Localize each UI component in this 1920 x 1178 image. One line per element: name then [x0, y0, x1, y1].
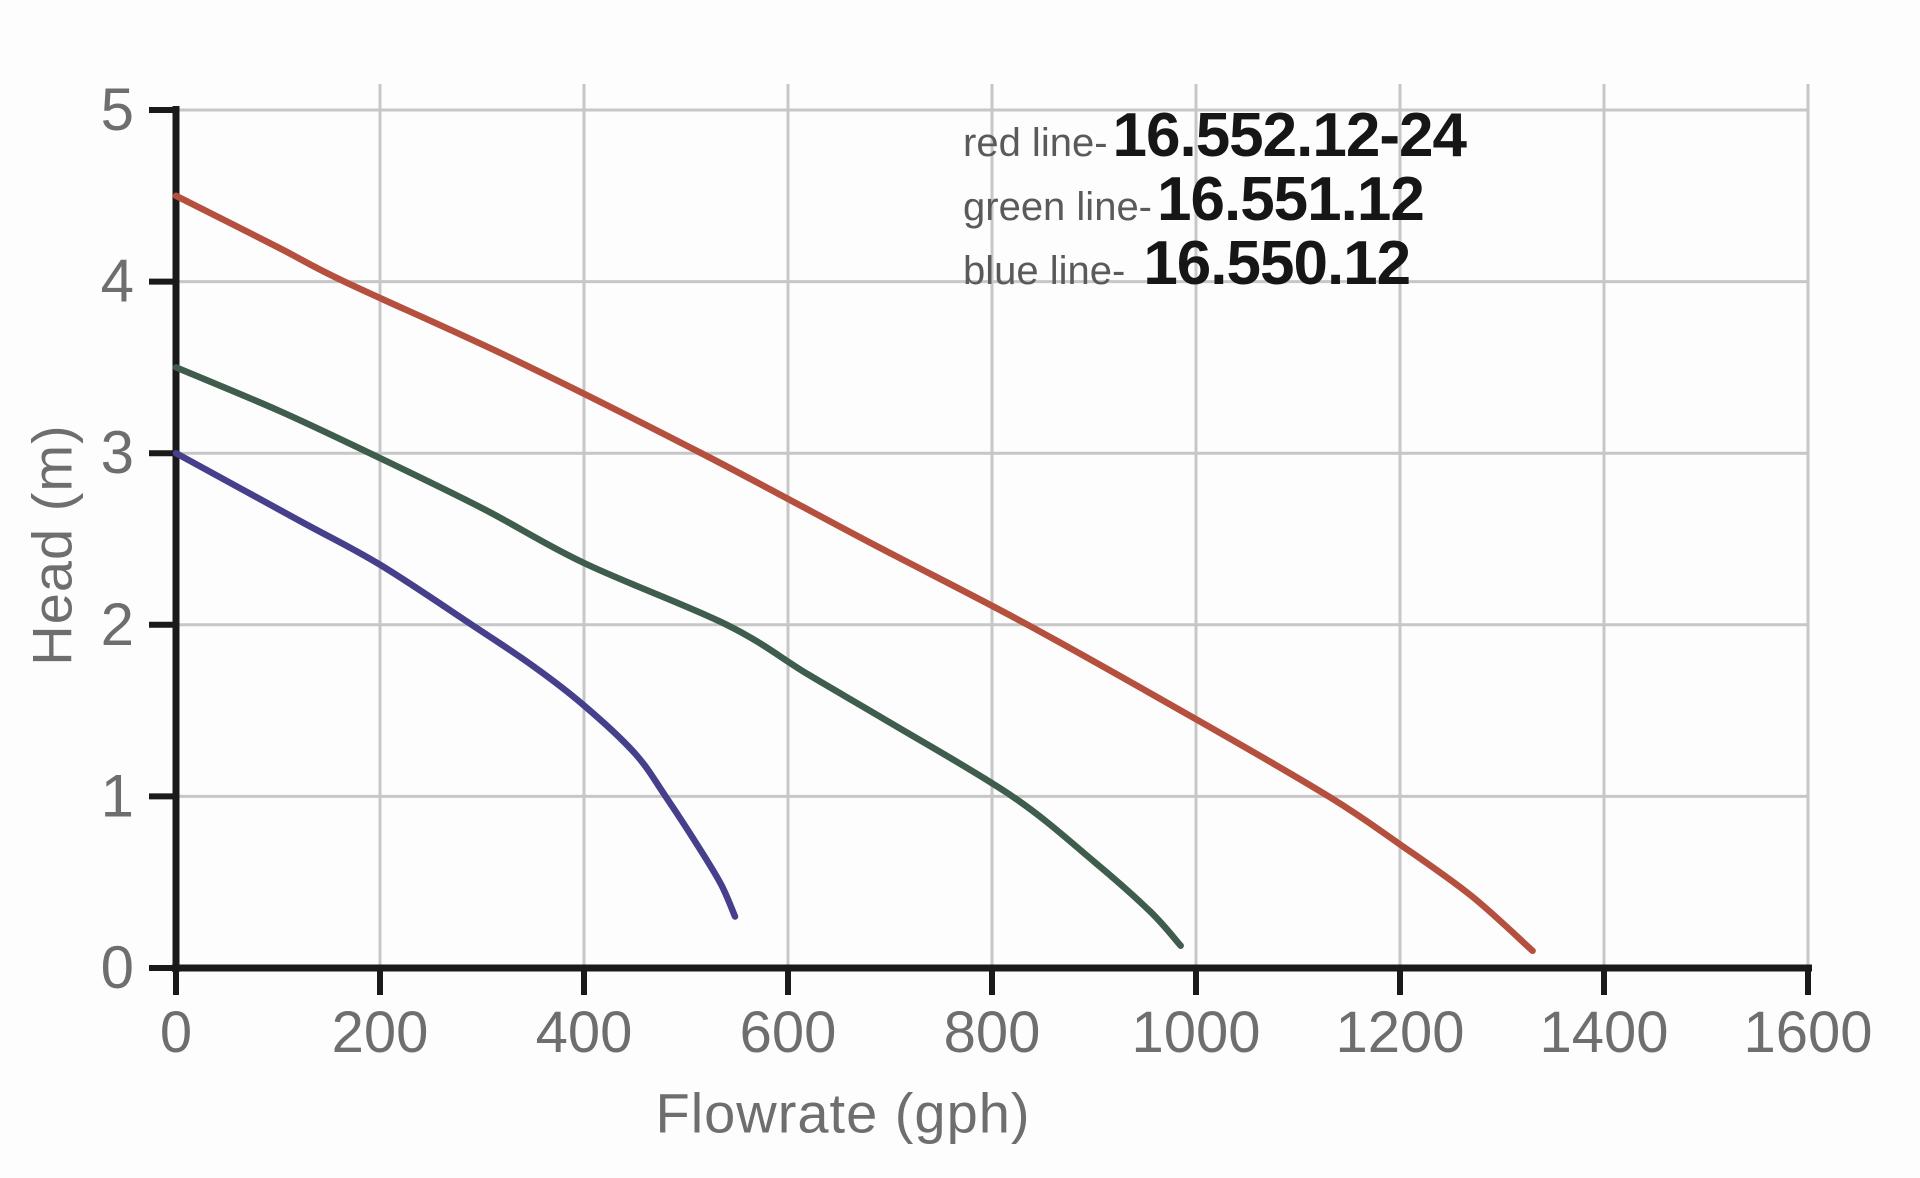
x-tick-label: 1400 [1539, 1000, 1668, 1065]
legend-row-green: green line-16.551.12 [963, 168, 1466, 232]
legend-label-green: green line- [963, 185, 1153, 229]
x-tick-label: 1000 [1131, 1000, 1260, 1065]
curve-greenline [172, 364, 1184, 949]
y-tick-label: 1 [101, 762, 134, 829]
gridlines [176, 84, 1810, 968]
curve-redline [172, 192, 1536, 955]
y-tick-label: 4 [101, 248, 134, 315]
y-tick-label: 0 [101, 934, 134, 1001]
tick-marks [149, 107, 1811, 995]
y-tick-label: 2 [101, 591, 134, 658]
x-tick-label: 600 [740, 1000, 837, 1065]
legend-row-red: red line-16.552.12-24 [963, 101, 1467, 170]
x-tick-label: 1600 [1743, 1000, 1872, 1065]
legend-value-red: 16.552.12-24 [1112, 101, 1467, 170]
tick-labels: 0 200 400 600 800 1000 1200 1400 1600 0 1 2 3 4 5 [101, 76, 1873, 1065]
axes [172, 106, 1812, 972]
legend-row-blue: blue line- 16.550.12 [963, 232, 1466, 296]
pump-curves [172, 192, 1536, 955]
curve-blueline [172, 449, 739, 920]
legend-label-blue: blue line- [963, 249, 1126, 293]
legend: red line-16.552.12-24 green line-16.551.… [963, 101, 1467, 296]
x-tick-label: 0 [160, 1000, 192, 1065]
y-axis-title: Head (m) [20, 424, 84, 666]
x-axis-title: Flowrate (gph) [655, 1081, 1031, 1145]
x-tick-label: 800 [944, 1000, 1041, 1065]
y-tick-label: 5 [101, 76, 134, 143]
x-tick-label: 200 [332, 1000, 429, 1065]
x-tick-label: 400 [536, 1000, 633, 1065]
legend-label-red: red line- [963, 121, 1108, 165]
legend-value-blue: 16.550.12 [1143, 229, 1411, 298]
y-tick-label: 3 [101, 419, 134, 486]
x-tick-label: 1200 [1335, 1000, 1464, 1065]
legend-value-green: 16.551.12 [1157, 165, 1425, 234]
